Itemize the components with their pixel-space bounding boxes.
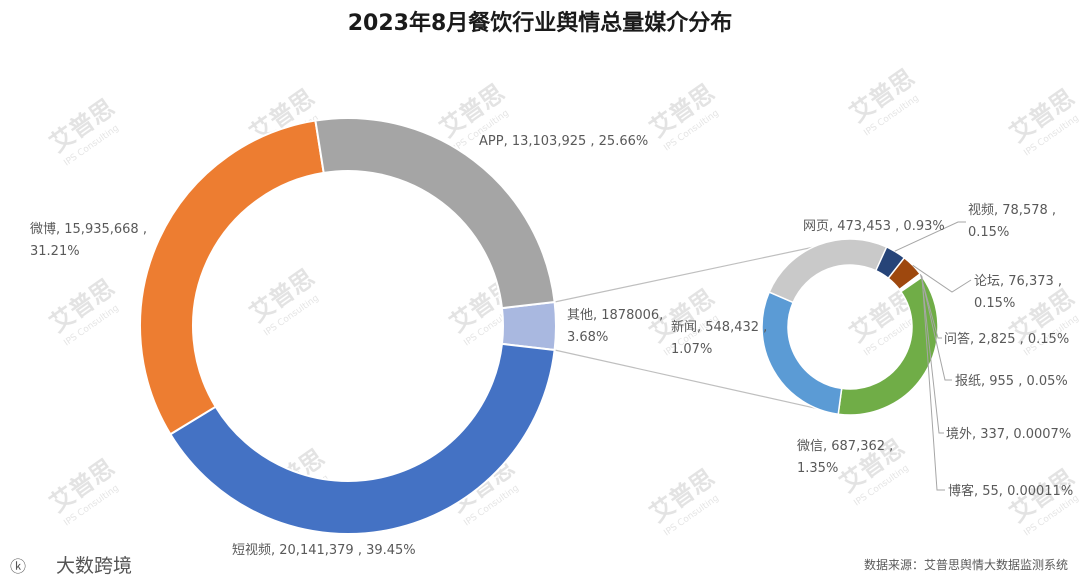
- leader-line-newspaper: [920, 274, 952, 381]
- weibo-icon: ⓚ: [10, 557, 26, 576]
- leader-line-qa: [919, 274, 942, 339]
- leader-lines: [894, 221, 972, 491]
- secondary-label-e5beaee4bfa1: 微信, 687,362 , 1.35%: [797, 439, 893, 476]
- chart-title: 2023年8月餐饮行业舆情总量媒介分布: [348, 10, 733, 36]
- connector-line-bottom: [554, 349, 818, 410]
- main-label-e79fade8a786e9a291: 短视频, 20,141,379 , 39.45%: [232, 543, 416, 558]
- corner-watermark: ⓚ 大数跨境: [10, 555, 132, 577]
- secondary-label-e5a283e5a496: 境外, 337, 0.0007%: [946, 427, 1071, 442]
- leader-line-overseas: [921, 275, 944, 434]
- main-label-e5beaee58d9a: 微博, 15,935,668 , 31.21%: [30, 222, 147, 259]
- main-slice-e585b6e4bb96: [500, 300, 557, 352]
- source-note: 数据来源：艾普思舆情大数据监测系统: [864, 557, 1068, 572]
- secondary-label-e997aee7ad94: 问答, 2,825 , 0.15%: [944, 331, 1069, 347]
- connector-line-top: [554, 246, 813, 303]
- main-donut: [139, 117, 557, 535]
- secondary-label-e7bd91e9a1b5: 网页, 473,453 , 0.93%: [803, 219, 945, 234]
- secondary-label-e8a786e9a291: 视频, 78,578 , 0.15%: [968, 203, 1056, 240]
- main-slice-e79fade8a786e9a291: [169, 342, 556, 535]
- secondary-label-e696b0e997bb: 新闻, 548,432 , 1.07%: [671, 319, 767, 357]
- main-slice-app: [314, 117, 556, 310]
- secondary-label-e8aebae59d9b: 论坛, 76,373 , 0.15%: [974, 274, 1062, 311]
- leader-line-forum: [912, 264, 972, 293]
- secondary-slice-e7bd91e9a1b5: [768, 238, 888, 304]
- secondary-label-e58d9ae5aea2: 博客, 55, 0.00011%: [948, 483, 1073, 499]
- connector-lines: [554, 246, 818, 410]
- leader-line-video: [894, 221, 966, 252]
- main-label-app: APP, 13,103,925 , 25.66%: [479, 134, 648, 149]
- leader-line-blog: [921, 276, 945, 491]
- secondary-donut: [761, 238, 939, 416]
- secondary-slice-e696b0e997bb: [761, 291, 843, 416]
- corner-watermark-text: 大数跨境: [56, 555, 132, 577]
- main-label-e585b6e4bb96: 其他, 1878006, 3.68%: [567, 308, 663, 345]
- secondary-label-e68aa5e7bab8: 报纸, 955 , 0.05%: [955, 374, 1068, 389]
- data-labels: APP, 13,103,925 , 25.66% 其他, 1878006, 3.68…: [30, 134, 1073, 558]
